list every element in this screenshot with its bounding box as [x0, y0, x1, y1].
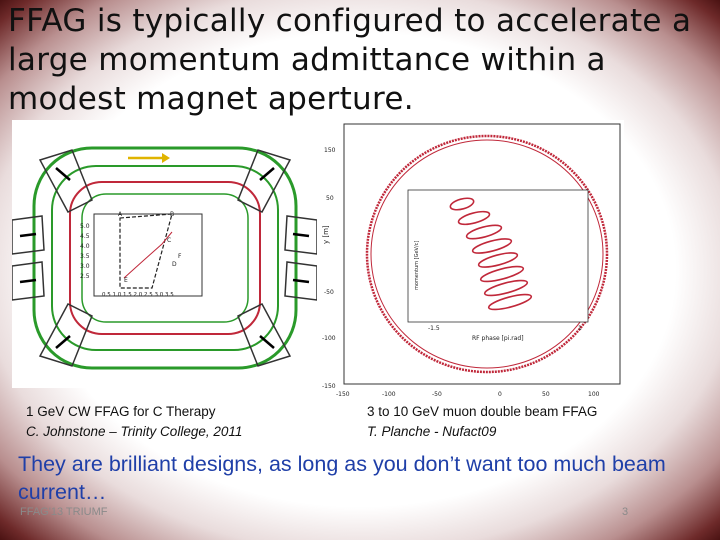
x-tick: -150 [336, 391, 350, 398]
x-tick: -50 [432, 391, 442, 398]
muon-ring-plot: y [m] 150 50 -50 -100 -150 -150 -100 -50… [322, 123, 621, 398]
bunch-ellipse [487, 293, 533, 311]
y-tick: 150 [324, 147, 336, 154]
inset-x-label: RF phase [pi.rad] [472, 335, 524, 342]
left-figure-caption: 1 GeV CW FFAG for C Therapy C. Johnstone… [26, 402, 242, 442]
bunch-ellipse [471, 238, 513, 254]
inset-y-tick: 2.5 [80, 273, 90, 280]
bunch-ellipse [477, 252, 519, 268]
muon-ffag-figure: y [m] 150 50 -50 -100 -150 -150 -100 -50… [322, 120, 624, 398]
y-tick: -100 [322, 335, 336, 342]
lattice-diagram: 5.0 4.5 4.0 3.5 3.0 2.5 0.5 1.0 1.5 2.0 … [11, 146, 318, 370]
y-axis-label: y [m] [322, 225, 330, 244]
phase-space-inset: momentum [GeV/c] -1.5 1 RF phase [pi.rad… [407, 189, 589, 342]
inset-label-a: A [118, 211, 123, 218]
x-tick: 100 [588, 391, 600, 398]
magnets [11, 149, 318, 367]
inset-plot: 5.0 4.5 4.0 3.5 3.0 2.5 0.5 1.0 1.5 2.0 … [80, 211, 203, 298]
inset-x-tick-right: 1 [578, 325, 582, 332]
inset-label-d: D [172, 261, 177, 268]
slide-number: 3 [622, 506, 629, 518]
bunch-ellipses [449, 197, 533, 311]
magnet-bottom-left [38, 303, 93, 367]
bunch-ellipse [483, 279, 529, 297]
inset-dashed-region [119, 213, 173, 289]
outer-ring [32, 146, 298, 370]
injection-arrowhead-icon [162, 153, 170, 163]
inset-frame [93, 213, 203, 297]
plot-frame [343, 123, 621, 385]
x-tick: 50 [542, 391, 550, 398]
magnet-left-upper [11, 215, 45, 255]
bunch-ellipse [479, 265, 525, 283]
inset-y-tick: 4.0 [80, 243, 90, 250]
inset-label-c: C [167, 237, 171, 244]
magnet-top-left [38, 149, 93, 213]
inset-label-f: F [178, 253, 182, 260]
footer-event: FFAG'13 TRIUMF [20, 506, 108, 518]
ffag-lattice-figure: 5.0 4.5 4.0 3.5 3.0 2.5 0.5 1.0 1.5 2.0 … [11, 120, 318, 388]
inset-x-ticks: 0.5 1.0 1.5 2.0 2.5 3.0 3.5 [102, 292, 174, 298]
magnet-bars [19, 167, 310, 349]
magnet-bottom-right [237, 303, 292, 367]
y-tick: -50 [324, 289, 334, 296]
magnet-top-right [237, 149, 292, 213]
inset-label-b: B [170, 211, 174, 218]
conclusion-text: They are brilliant designs, as long as y… [18, 452, 666, 504]
middle-ring [51, 165, 279, 351]
orbit-ring [69, 181, 261, 335]
magnet-left-lower [11, 261, 45, 301]
inset-y-tick: 3.0 [80, 263, 90, 270]
x-tick: 0 [498, 391, 502, 398]
left-caption-title: 1 GeV CW FFAG for C Therapy [26, 404, 216, 419]
bunch-ellipse [465, 224, 503, 240]
inset-curve [123, 231, 173, 279]
right-caption-title: 3 to 10 GeV muon double beam FFAG [367, 404, 598, 419]
bunch-ellipse [449, 197, 475, 211]
left-caption-credit: C. Johnstone – Trinity College, 2011 [26, 424, 243, 439]
inset-y-tick: 3.5 [80, 253, 90, 260]
bunch-ellipse [457, 210, 491, 226]
y-tick: 50 [326, 195, 334, 202]
right-figure-caption: 3 to 10 GeV muon double beam FFAG T. Pla… [367, 402, 597, 442]
x-tick: -100 [382, 391, 396, 398]
y-tick: -150 [322, 383, 336, 390]
slide-title: FFAG is typically configured to accelera… [8, 3, 692, 117]
right-caption-credit: T. Planche - Nufact09 [367, 424, 497, 439]
inset-x-tick-left: -1.5 [428, 325, 440, 332]
inset-frame [407, 189, 589, 323]
inner-ring [81, 193, 249, 323]
inset-label-e: E [124, 277, 128, 284]
inset-y-label: momentum [GeV/c] [414, 241, 420, 290]
inset-y-tick: 5.0 [80, 223, 90, 230]
inset-y-tick: 4.5 [80, 233, 90, 240]
muon-orbit-ring [365, 134, 609, 374]
muon-orbit-ring-inner [370, 139, 604, 369]
